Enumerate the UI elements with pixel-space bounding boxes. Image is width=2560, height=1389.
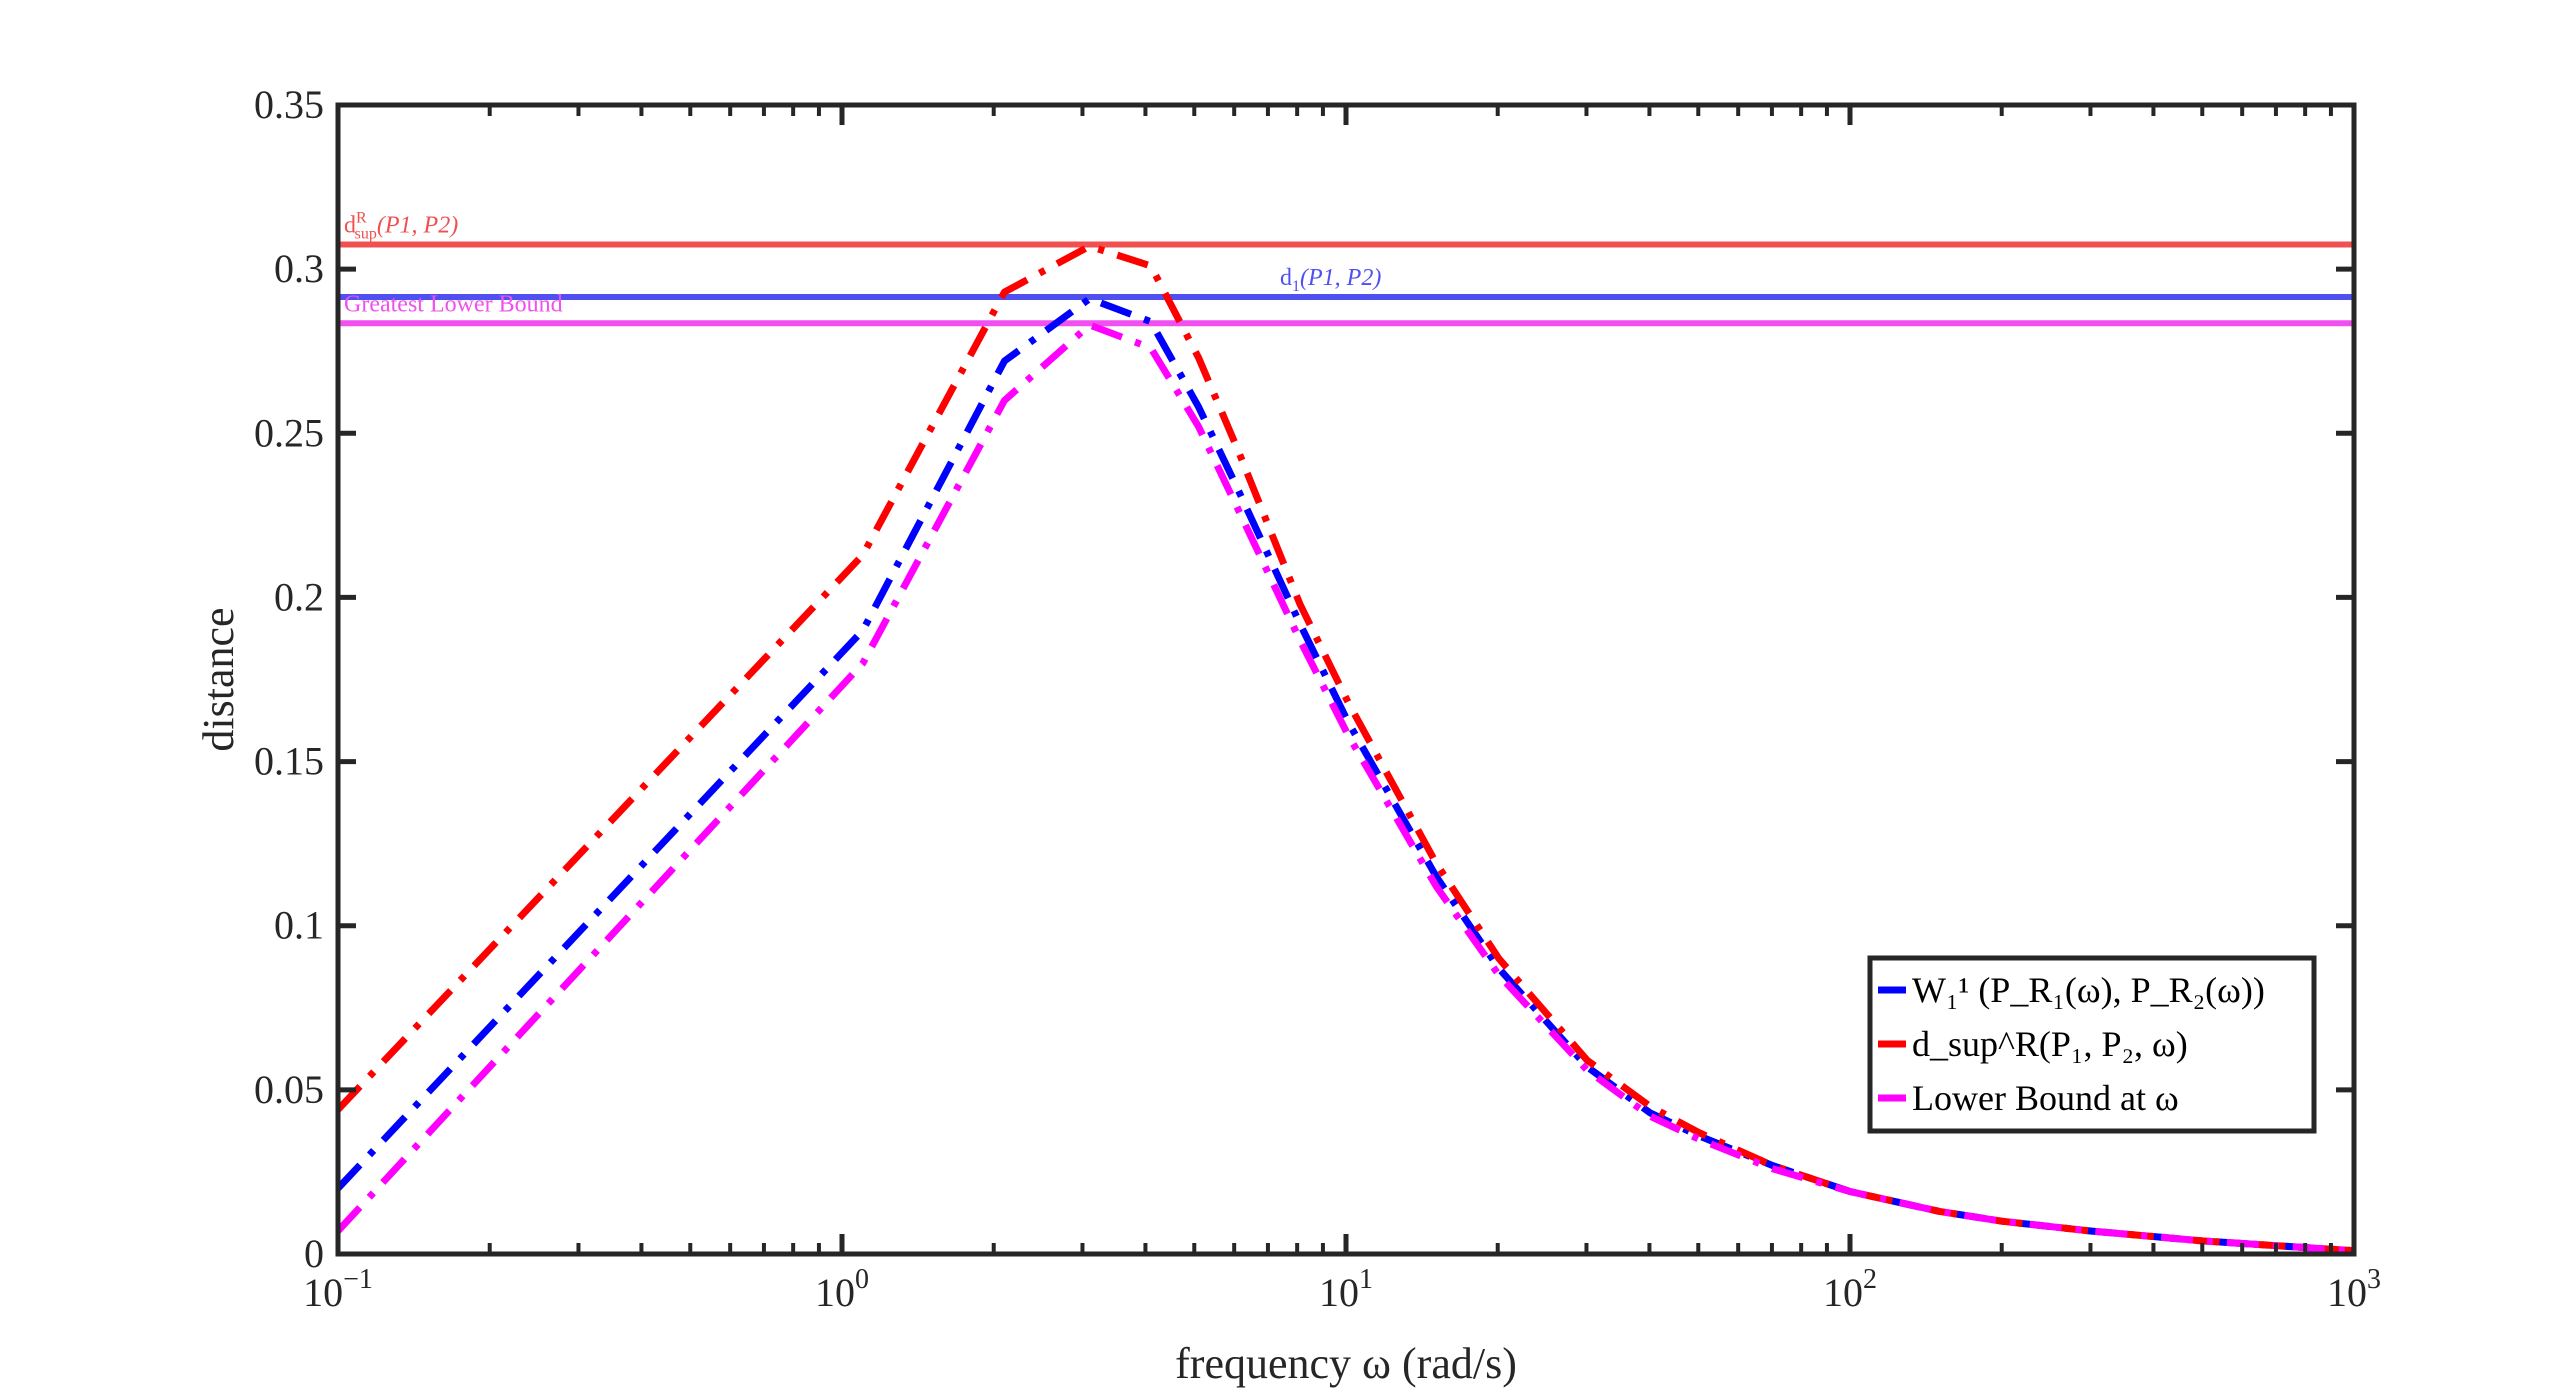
y-tick-label: 0.1 [274, 903, 324, 948]
x-tick-label: 10−1 [303, 1264, 373, 1315]
y-tick-label: 0.2 [274, 574, 324, 619]
legend-entry-1: d_sup^R(P₁, P₂, ω) [1912, 1024, 2188, 1064]
x-tick-label: 101 [1319, 1264, 1373, 1315]
y-tick-label: 0.3 [274, 246, 324, 291]
series-line-1 [335, 242, 2355, 1255]
x-tick-label: 103 [2327, 1264, 2381, 1315]
y-tick-label: 0.15 [254, 739, 324, 784]
hline-label-2: Greatest Lower Bound [344, 291, 563, 317]
y-axis-label: distance [194, 607, 243, 751]
x-axis-label: frequency ω (rad/s) [1175, 1339, 1517, 1388]
legend-entry-2: Lower Bound at ω [1912, 1078, 2179, 1118]
legend-box [1867, 955, 2317, 1134]
y-tick-label: 0.05 [254, 1067, 324, 1112]
x-tick-label: 102 [1823, 1264, 1877, 1315]
y-tick-label: 0.25 [254, 410, 324, 455]
hline-label-1: d1(P1, P2) [1280, 265, 1381, 295]
series-line-2 [335, 321, 2355, 1255]
legend-entry-0: W₁¹ (P_R₁(ω), P_R₂(ω)) [1912, 970, 2265, 1010]
y-tick-label: 0.35 [254, 82, 324, 127]
x-tick-label: 100 [815, 1264, 869, 1315]
y-tick-label: 0 [304, 1231, 324, 1276]
hline-label-0: dR sup(P1, P2) [344, 210, 458, 243]
